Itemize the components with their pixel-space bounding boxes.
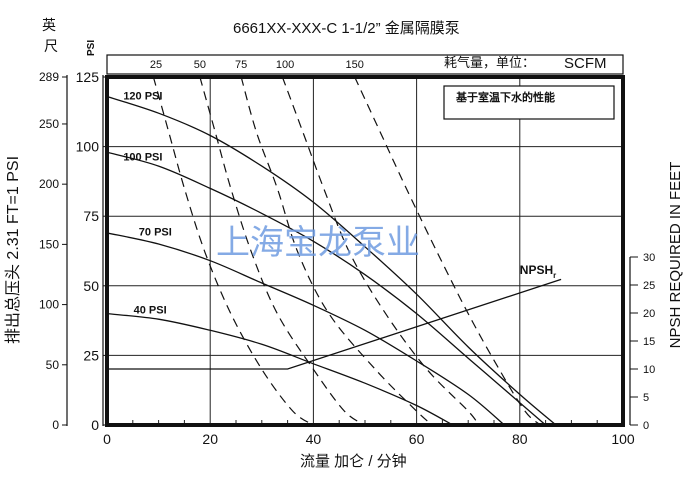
note-box <box>443 85 615 120</box>
air-curve-25 <box>152 77 314 425</box>
x-tick-label: 100 <box>611 431 635 447</box>
pressure-curve-70-psi <box>107 232 505 425</box>
scfm-tick-label: 150 <box>346 59 364 71</box>
psi-tick-label: 125 <box>76 69 100 85</box>
scfm-top-strip <box>106 54 624 75</box>
scfm-tick-label: 75 <box>235 59 247 71</box>
npsh-tick-label: 15 <box>643 336 655 348</box>
air-consumption-unit: SCFM <box>564 55 607 72</box>
psi-tick-label: 0 <box>91 417 99 433</box>
pressure-curve-120-psi <box>107 95 557 425</box>
x-tick-label: 0 <box>103 431 111 447</box>
air-consumption-label: 耗气量，单位： <box>444 55 535 70</box>
npsh-subscript: r <box>553 271 556 280</box>
feet-tick-label: 50 <box>46 358 60 372</box>
psi-tick-label: 50 <box>83 278 99 294</box>
y-axis-label-right: NPSH REQUIRED IN FEET <box>667 162 684 349</box>
feet-tick-label: 150 <box>39 237 59 251</box>
x-axis-label: 流量 加仑 / 分钟 <box>300 453 407 470</box>
npsh-tick-label: 0 <box>643 420 649 432</box>
scfm-tick-label: 50 <box>194 59 206 71</box>
npsh-curve-group: NPSHr <box>107 263 562 370</box>
psi-tick-label: 75 <box>83 208 99 224</box>
pressure-label-70-psi: 70 PSI <box>139 227 172 239</box>
npsh-curve-label: NPSHr <box>520 263 556 280</box>
plot-frame <box>105 75 625 427</box>
watermark-text: 上海宝龙泵业 <box>216 224 420 262</box>
scfm-tick-label: 25 <box>150 59 162 71</box>
pressure-label-40-psi: 40 PSI <box>134 305 167 317</box>
chart-title: 6661XX-XXX-C 1-1/2” 金属隔膜泵 <box>233 20 460 37</box>
x-tick-label: 40 <box>306 431 322 447</box>
feet-tick-label: 0 <box>52 418 59 432</box>
npsh-tick-label: 25 <box>643 280 655 292</box>
x-tick-label: 60 <box>409 431 425 447</box>
feet-axis-header: 英 尺 <box>42 17 60 54</box>
feet-tick-label: 100 <box>39 298 59 312</box>
pressure-curve-40-psi <box>107 312 454 425</box>
air-curve-150 <box>354 77 541 425</box>
air-curve-75 <box>240 77 433 425</box>
scfm-tick-label: 100 <box>276 59 294 71</box>
feet-tick-label: 289 <box>39 70 59 84</box>
psi-axis-header: PSI <box>86 40 97 56</box>
note-box-text: 基于室温下水的性能 <box>455 90 555 104</box>
pressure-curves <box>107 95 557 425</box>
x-tick-label: 20 <box>202 431 218 447</box>
npsh-tick-label: 30 <box>643 252 655 264</box>
pressure-curve-100-psi <box>107 151 547 425</box>
y-axis-label-left: 排出总压头 2.31 FT=1 PSI <box>4 156 22 344</box>
axis-ticks: 0 20 40 60 80 1000255075100125050100150200250… <box>39 59 655 447</box>
pressure-label-100-psi: 100 PSI <box>123 152 162 164</box>
feet-tick-label: 250 <box>39 117 59 131</box>
x-tick-label: 80 <box>512 431 528 447</box>
feet-tick-label: 200 <box>39 177 59 191</box>
npsh-tick-label: 5 <box>643 392 649 404</box>
npsh-curve <box>107 278 562 370</box>
pressure-label-120-psi: 120 PSI <box>123 90 162 102</box>
npsh-tick-label: 20 <box>643 308 655 320</box>
air-curve-100 <box>281 77 479 425</box>
psi-tick-label: 100 <box>76 139 100 155</box>
psi-tick-label: 25 <box>83 347 99 363</box>
npsh-tick-label: 10 <box>643 364 655 376</box>
curve-labels: 120 PSI 100 PSI 70 PSI 40 PSI <box>123 90 172 316</box>
